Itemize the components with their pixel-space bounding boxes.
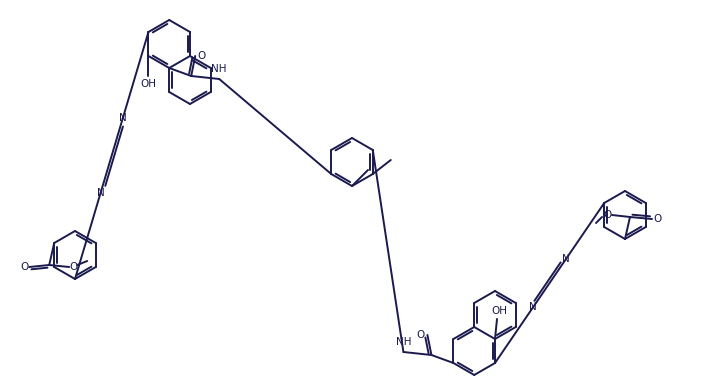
Text: OH: OH bbox=[491, 306, 507, 316]
Text: O: O bbox=[416, 330, 425, 340]
Text: N: N bbox=[530, 302, 537, 312]
Text: O: O bbox=[603, 210, 611, 220]
Text: N: N bbox=[119, 113, 127, 124]
Text: NH: NH bbox=[212, 64, 227, 74]
Text: N: N bbox=[562, 254, 570, 264]
Text: N: N bbox=[97, 188, 105, 198]
Text: O: O bbox=[20, 262, 28, 272]
Text: O: O bbox=[653, 214, 661, 224]
Text: O: O bbox=[69, 262, 77, 272]
Text: NH: NH bbox=[396, 337, 411, 347]
Text: OH: OH bbox=[140, 79, 156, 89]
Text: O: O bbox=[197, 51, 205, 61]
